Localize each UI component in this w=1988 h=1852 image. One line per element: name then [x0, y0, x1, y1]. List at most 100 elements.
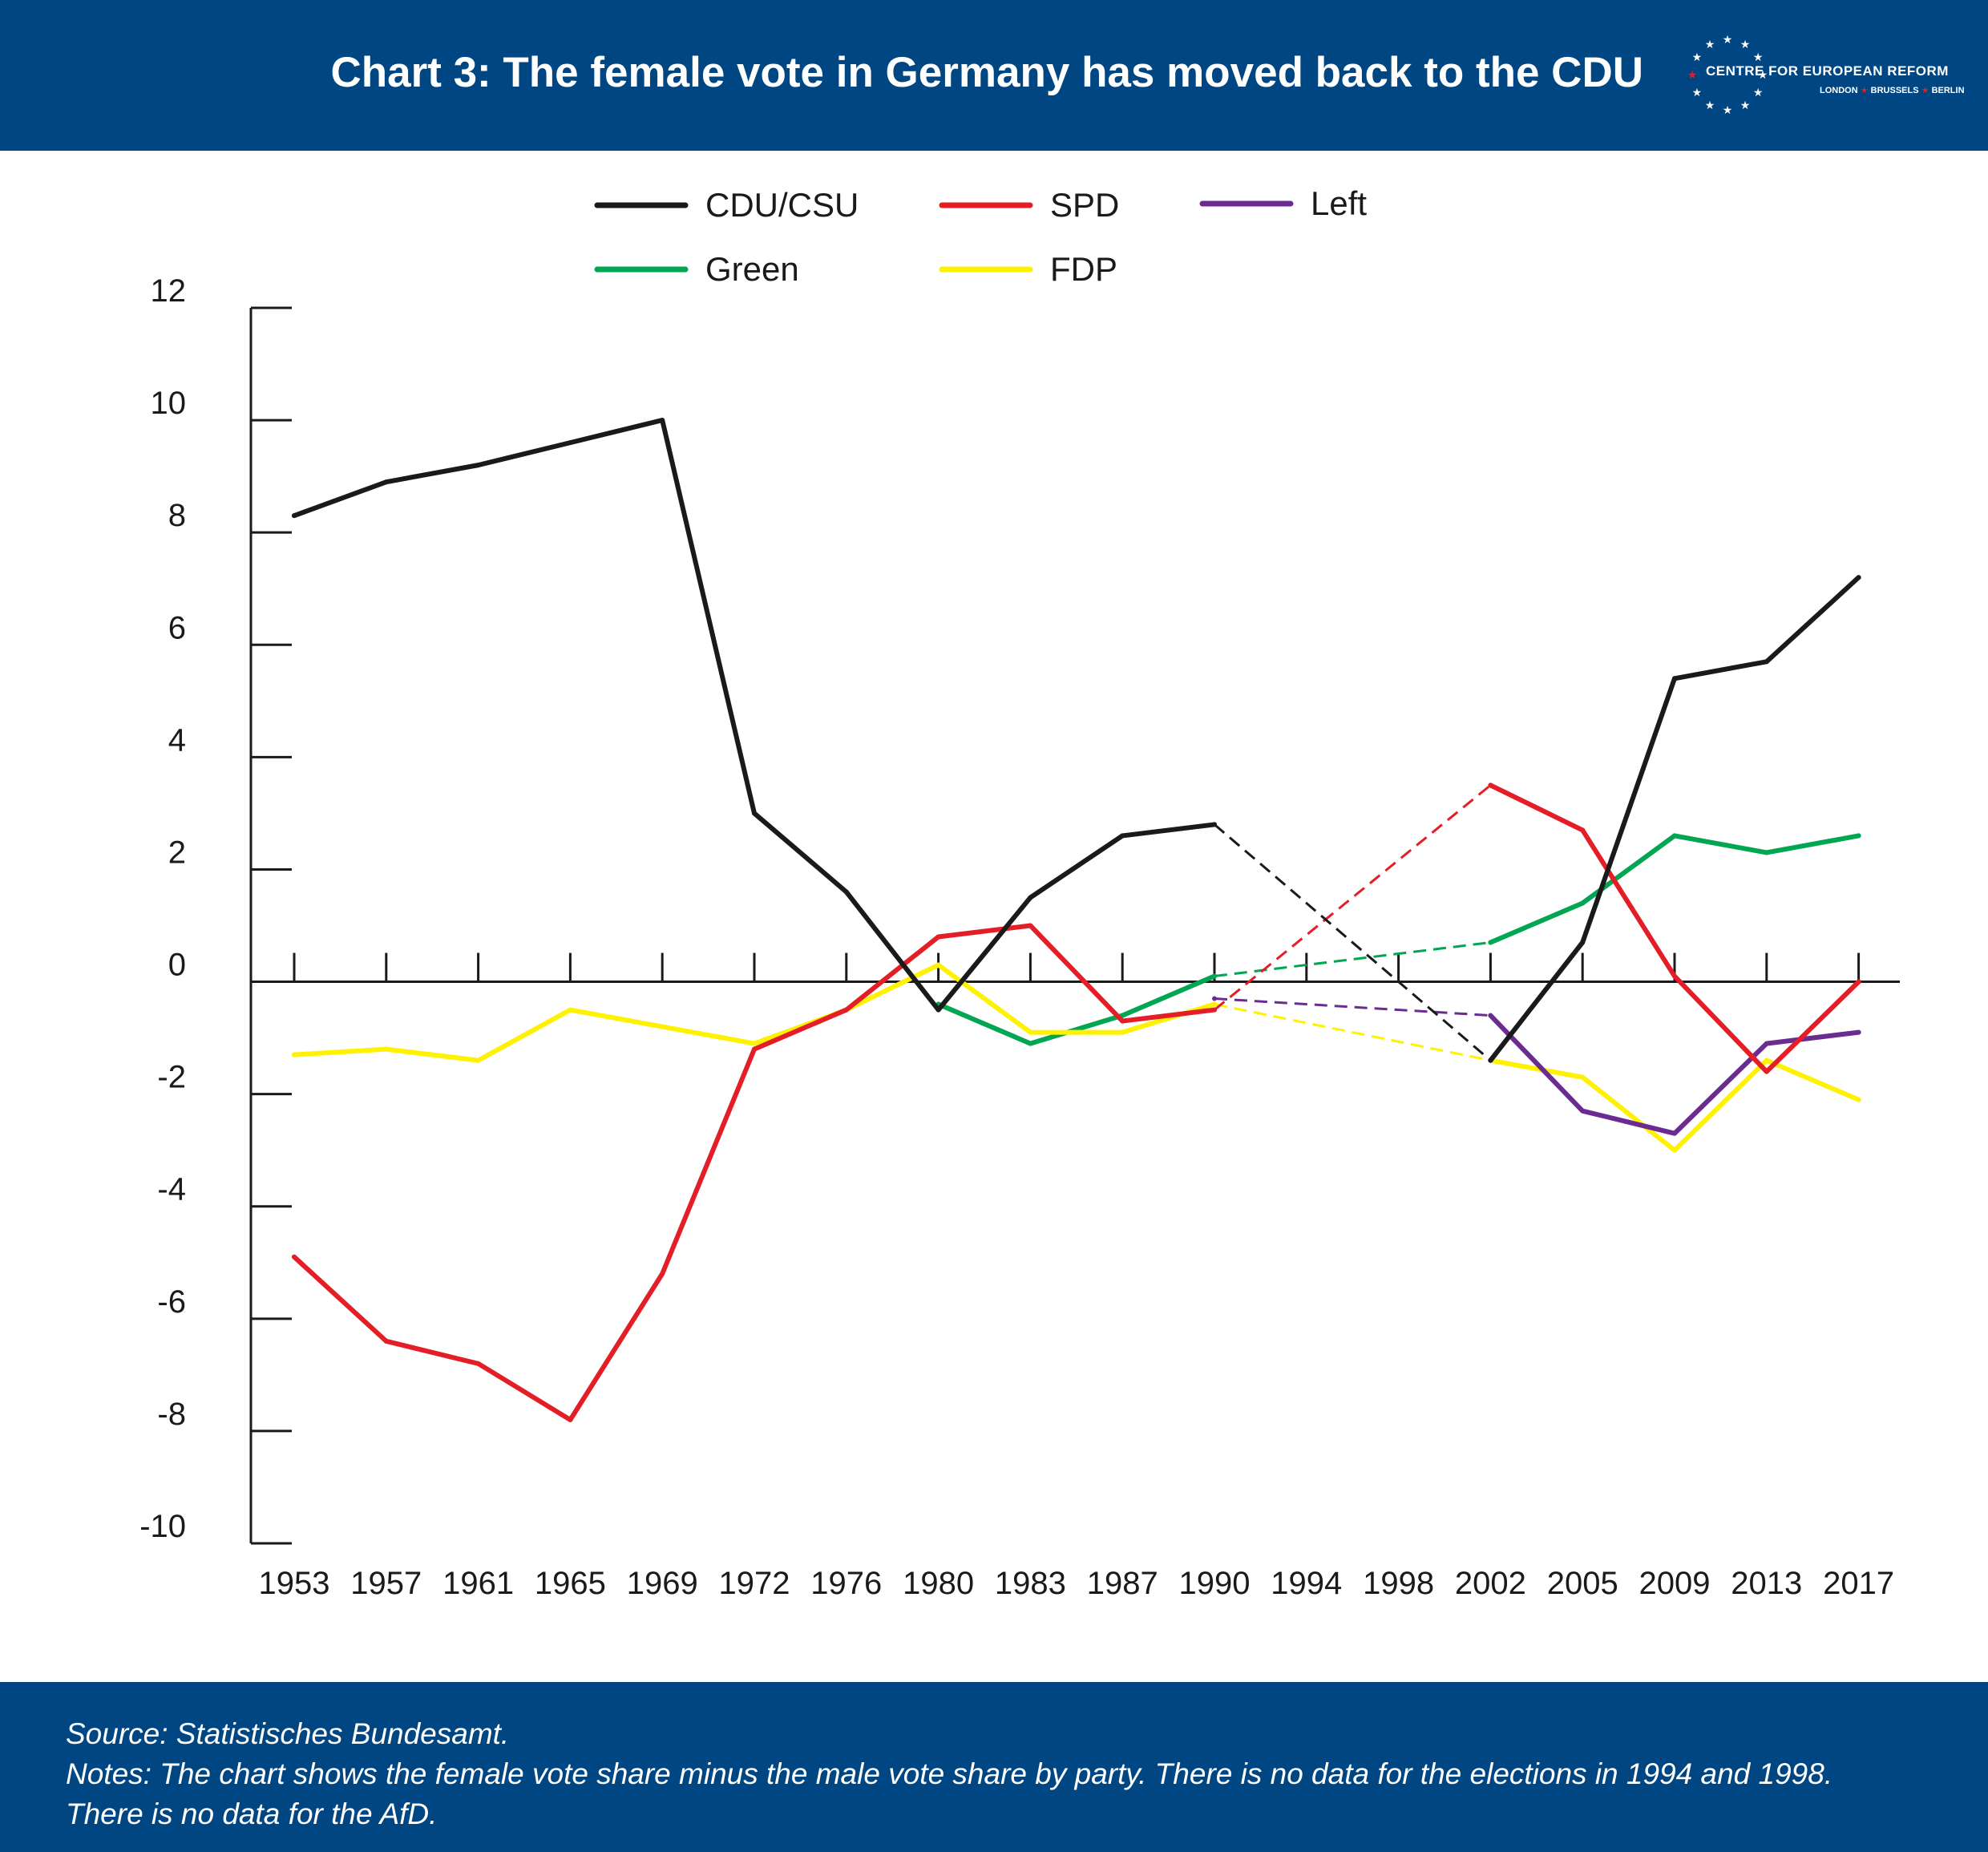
- data-point: [752, 1041, 757, 1046]
- data-point: [660, 1271, 665, 1276]
- data-point: [1028, 895, 1033, 900]
- chart-area: CDU/CSU SPD Left Green FDP 12 10 8 6 4 2 0 -2 -4 -6 -8…: [0, 151, 1988, 1682]
- data-point: [1580, 1074, 1586, 1080]
- chart-title: Chart 3: The female vote in Germany has …: [330, 49, 1643, 96]
- logo-star-icon: ★: [1692, 87, 1703, 99]
- data-point: [1028, 923, 1033, 928]
- series-layer: [292, 418, 1861, 1422]
- x-tick-label: 1965: [535, 1566, 606, 1601]
- legend-item-cdu-csu: CDU/CSU: [594, 186, 859, 224]
- x-tick-label: 2013: [1731, 1566, 1802, 1601]
- data-point: [1120, 1029, 1125, 1035]
- logo-star-icon: ★: [1723, 104, 1733, 117]
- series-gap-dashed: [1214, 941, 1491, 978]
- data-point: [383, 1046, 389, 1052]
- data-point: [935, 962, 941, 968]
- x-tick-label: 2017: [1823, 1566, 1894, 1601]
- x-tick-label: 2009: [1639, 1566, 1711, 1601]
- series-line: [292, 418, 1217, 1013]
- series-gap-dashed: [1214, 997, 1491, 1017]
- series-line: [1488, 833, 1861, 945]
- x-tick-label: 1972: [719, 1566, 790, 1601]
- data-point: [568, 1417, 573, 1422]
- data-point: [1488, 1057, 1493, 1063]
- x-tick-label: 1976: [810, 1566, 882, 1601]
- line-chart: CDU/CSU SPD Left Green FDP 12 10 8 6 4 2 0 -2 -4 -6 -8…: [139, 184, 1900, 1601]
- y-tick-label: 2: [168, 835, 186, 870]
- logo-star-icon: ★: [1705, 38, 1715, 51]
- x-tick-label: 1980: [903, 1566, 974, 1601]
- x-tick-label: 2005: [1547, 1566, 1618, 1601]
- y-tick-label: -10: [139, 1509, 186, 1544]
- stars-ring-icon: ★ ★★★★★★★★★★★: [1687, 34, 1768, 117]
- data-point: [752, 1046, 757, 1052]
- data-point: [1488, 1013, 1493, 1018]
- logo-star-icon: ★: [1687, 69, 1698, 82]
- data-point: [1856, 575, 1861, 580]
- data-point: [1212, 996, 1217, 1001]
- legend-label: FDP: [1050, 250, 1117, 288]
- data-point: [383, 479, 389, 485]
- logo-city-berlin: BERLIN: [1931, 86, 1965, 95]
- x-tick-label: 1994: [1271, 1566, 1342, 1601]
- x-tick-label: 1990: [1179, 1566, 1251, 1601]
- series-line: [292, 923, 1217, 1422]
- logo-star-icon: ★: [1753, 51, 1764, 64]
- series-gap-dashed: [1214, 1003, 1491, 1062]
- y-tick-label: -8: [157, 1397, 186, 1432]
- series-line: [1488, 782, 1861, 1074]
- legend-item-green: Green: [594, 250, 799, 288]
- y-tick-label: 10: [151, 386, 187, 421]
- axes: 12 10 8 6 4 2 0 -2 -4 -6 -8 -10 1953 1957 1961 1965 1969…: [139, 273, 1900, 1601]
- x-tick-label: 1987: [1087, 1566, 1158, 1601]
- data-point: [1672, 973, 1677, 979]
- legend-item-left: Left: [1199, 184, 1367, 222]
- data-point: [1212, 973, 1217, 979]
- data-point: [1488, 782, 1493, 788]
- cer-logo: ★ ★ ★ ★ ★ ★ ★ ★ ★ ★ ★ ★ CENTRE FOR EUROPEAN REFORM …: [1683, 30, 1965, 119]
- notes-line-2: There is no data for the AfD.: [66, 1797, 438, 1830]
- series-spd: [292, 782, 1861, 1422]
- data-point: [843, 1007, 849, 1013]
- x-tick-label: 1969: [627, 1566, 698, 1601]
- x-tick-label: 1983: [995, 1566, 1066, 1601]
- series-line: [935, 973, 1217, 1046]
- logo-cities: LONDON ★ BRUSSELS ★ BERLIN: [1820, 86, 1965, 95]
- legend-label: Green: [705, 250, 799, 288]
- series-green: [935, 833, 1861, 1046]
- data-point: [1856, 1029, 1861, 1035]
- logo-name: CENTRE FOR EUROPEAN REFORM: [1706, 63, 1949, 79]
- logo-star-icon: ★: [1692, 51, 1703, 64]
- data-point: [475, 1361, 481, 1366]
- logo-star-icon: ★: [1723, 34, 1733, 47]
- data-point: [1764, 659, 1769, 665]
- logo-city-brussels: BRUSSELS: [1870, 86, 1919, 95]
- x-tick-label: 2002: [1455, 1566, 1526, 1601]
- data-point: [292, 513, 297, 519]
- y-tick-label: 0: [168, 948, 186, 983]
- data-point: [383, 1338, 389, 1344]
- source-note: Source: Statistisches Bundesamt.: [66, 1717, 510, 1750]
- y-tick-label: -2: [157, 1060, 186, 1095]
- data-point: [475, 1057, 481, 1063]
- data-point: [1764, 850, 1769, 855]
- data-point: [1120, 1018, 1125, 1024]
- data-point: [1488, 940, 1493, 945]
- chart-footer: Source: Statistisches Bundesamt. Notes: …: [0, 1682, 1988, 1852]
- legend: CDU/CSU SPD Left Green FDP: [594, 184, 1367, 288]
- y-tick-label: -6: [157, 1284, 186, 1320]
- data-point: [1672, 1147, 1677, 1153]
- data-point: [843, 889, 849, 895]
- y-tick-label: 6: [168, 610, 186, 645]
- data-point: [292, 1052, 297, 1057]
- x-tick-label: 1957: [350, 1566, 422, 1601]
- data-point: [1764, 1057, 1769, 1063]
- data-point: [1672, 1130, 1677, 1136]
- logo-city-london: LONDON: [1820, 86, 1858, 95]
- series-gap-dashed: [1214, 784, 1492, 1011]
- x-tick-label: 1953: [259, 1566, 330, 1601]
- logo-star-icon: ★: [1705, 99, 1715, 112]
- data-point: [1212, 1007, 1217, 1013]
- data-point: [1856, 833, 1861, 839]
- data-point: [1580, 900, 1586, 906]
